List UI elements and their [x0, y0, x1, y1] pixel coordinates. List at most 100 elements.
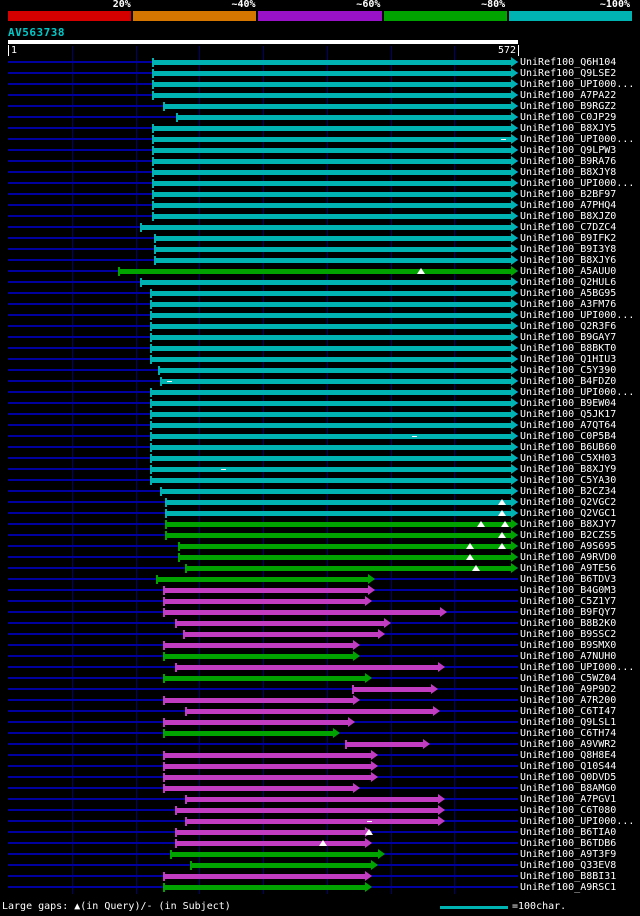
hit-label[interactable]: UniRef100_UPI000...	[520, 816, 635, 827]
alignment-bar[interactable]	[164, 508, 518, 518]
hit-label[interactable]: UniRef100_B8BKT0	[520, 343, 617, 354]
alignment-bar[interactable]	[345, 739, 430, 749]
alignment-bar[interactable]	[174, 827, 372, 837]
hit-label[interactable]: UniRef100_B9SSC2	[520, 629, 617, 640]
hit-label[interactable]: UniRef100_Q8H8E4	[520, 750, 617, 761]
hit-label[interactable]: UniRef100_Q2HUL6	[520, 277, 617, 288]
hit-label[interactable]: UniRef100_C6T080	[520, 805, 617, 816]
hit-label[interactable]: UniRef100_Q10S44	[520, 761, 617, 772]
alignment-bar[interactable]	[154, 233, 518, 243]
alignment-bar[interactable]	[175, 112, 518, 122]
alignment-bar[interactable]	[152, 123, 518, 133]
hit-label[interactable]: UniRef100_B6TDB6	[520, 838, 617, 849]
alignment-bar[interactable]	[163, 101, 518, 111]
alignment-bar[interactable]	[117, 266, 518, 276]
hit-label[interactable]: UniRef100_C5Y390	[520, 365, 617, 376]
hit-label[interactable]: UniRef100_C0JP29	[520, 112, 617, 123]
alignment-bar[interactable]	[152, 90, 518, 100]
alignment-bar[interactable]	[149, 409, 518, 419]
alignment-bar[interactable]	[189, 860, 378, 870]
hit-label[interactable]: UniRef100_C6TH74	[520, 728, 617, 739]
alignment-bar[interactable]	[163, 728, 340, 738]
alignment-bar[interactable]	[154, 244, 518, 254]
alignment-bar[interactable]	[152, 178, 518, 188]
alignment-bar[interactable]	[163, 717, 355, 727]
alignment-bar[interactable]	[149, 299, 518, 309]
alignment-bar[interactable]	[152, 145, 518, 155]
hit-label[interactable]: UniRef100_B4FDZ0	[520, 376, 617, 387]
hit-label[interactable]: UniRef100_B9RGZ2	[520, 101, 617, 112]
hit-label[interactable]: UniRef100_Q9LPW3	[520, 145, 617, 156]
hit-label[interactable]: UniRef100_B9RA76	[520, 156, 617, 167]
hit-label[interactable]: UniRef100_C0P5B4	[520, 431, 617, 442]
hit-label[interactable]: UniRef100_A5BG95	[520, 288, 617, 299]
alignment-bar[interactable]	[182, 629, 386, 639]
alignment-bar[interactable]	[174, 838, 372, 848]
alignment-bar[interactable]	[152, 211, 518, 221]
hit-label[interactable]: UniRef100_C5YA30	[520, 475, 617, 486]
hit-label[interactable]: UniRef100_A7PHQ4	[520, 200, 617, 211]
hit-label[interactable]: UniRef100_Q2VGC2	[520, 497, 617, 508]
alignment-bar[interactable]	[149, 332, 518, 342]
hit-label[interactable]: UniRef100_B6UB60	[520, 442, 617, 453]
hit-label[interactable]: UniRef100_UPI000...	[520, 134, 635, 145]
alignment-bar[interactable]	[159, 486, 518, 496]
alignment-bar[interactable]	[149, 420, 518, 430]
alignment-bar[interactable]	[163, 673, 372, 683]
hit-label[interactable]: UniRef100_UPI000...	[520, 387, 635, 398]
hit-label[interactable]: UniRef100_B2BF97	[520, 189, 617, 200]
hit-label[interactable]: UniRef100_A9P9D2	[520, 684, 617, 695]
alignment-bar[interactable]	[163, 651, 361, 661]
alignment-bar[interactable]	[152, 57, 518, 67]
hit-label[interactable]: UniRef100_Q9LSE2	[520, 68, 617, 79]
hit-label[interactable]: UniRef100_UPI000...	[520, 178, 635, 189]
hit-label[interactable]: UniRef100_C5WZ04	[520, 673, 617, 684]
alignment-bar[interactable]	[139, 222, 518, 232]
alignment-bar[interactable]	[152, 68, 518, 78]
hit-label[interactable]: UniRef100_B9EW04	[520, 398, 617, 409]
hit-label[interactable]: UniRef100_C6TI47	[520, 706, 617, 717]
alignment-bar[interactable]	[139, 277, 518, 287]
hit-label[interactable]: UniRef100_Q2VGC1	[520, 508, 617, 519]
hit-label[interactable]: UniRef100_Q6H104	[520, 57, 617, 68]
alignment-bar[interactable]	[149, 453, 518, 463]
alignment-bar[interactable]	[163, 871, 372, 881]
alignment-bar[interactable]	[184, 816, 445, 826]
hit-label[interactable]: UniRef100_A7PGV1	[520, 794, 617, 805]
hit-label[interactable]: UniRef100_B9GAY7	[520, 332, 617, 343]
alignment-bar[interactable]	[163, 640, 361, 650]
alignment-bar[interactable]	[163, 607, 447, 617]
hit-label[interactable]: UniRef100_A3FM76	[520, 299, 617, 310]
alignment-bar[interactable]	[174, 805, 445, 815]
alignment-bar[interactable]	[184, 794, 445, 804]
hit-label[interactable]: UniRef100_B4G0M3	[520, 585, 617, 596]
alignment-bar[interactable]	[149, 321, 518, 331]
alignment-bar[interactable]	[149, 431, 518, 441]
alignment-bar[interactable]	[184, 563, 518, 573]
alignment-bar[interactable]	[149, 442, 518, 452]
hit-label[interactable]: UniRef100_B8B2K0	[520, 618, 617, 629]
hit-label[interactable]: UniRef100_Q5JK17	[520, 409, 617, 420]
alignment-bar[interactable]	[178, 541, 518, 551]
alignment-bar[interactable]	[149, 310, 518, 320]
hit-label[interactable]: UniRef100_B9SMX0	[520, 640, 617, 651]
alignment-bar[interactable]	[170, 849, 386, 859]
alignment-bar[interactable]	[149, 387, 518, 397]
alignment-bar[interactable]	[164, 530, 518, 540]
alignment-bar[interactable]	[163, 750, 378, 760]
alignment-bar[interactable]	[149, 354, 518, 364]
hit-label[interactable]: UniRef100_B9FQY7	[520, 607, 617, 618]
alignment-bar[interactable]	[163, 596, 372, 606]
alignment-bar[interactable]	[164, 497, 518, 507]
hit-label[interactable]: UniRef100_Q9LSL1	[520, 717, 617, 728]
alignment-bar[interactable]	[152, 200, 518, 210]
alignment-bar[interactable]	[149, 398, 518, 408]
alignment-bar[interactable]	[163, 882, 372, 892]
alignment-bar[interactable]	[352, 684, 438, 694]
hit-label[interactable]: UniRef100_Q0DVD5	[520, 772, 617, 783]
alignment-bar[interactable]	[152, 167, 518, 177]
hit-label[interactable]: UniRef100_C5XH03	[520, 453, 617, 464]
alignment-bar[interactable]	[163, 585, 376, 595]
alignment-bar[interactable]	[164, 519, 518, 529]
hit-label[interactable]: UniRef100_B8XJY8	[520, 167, 617, 178]
